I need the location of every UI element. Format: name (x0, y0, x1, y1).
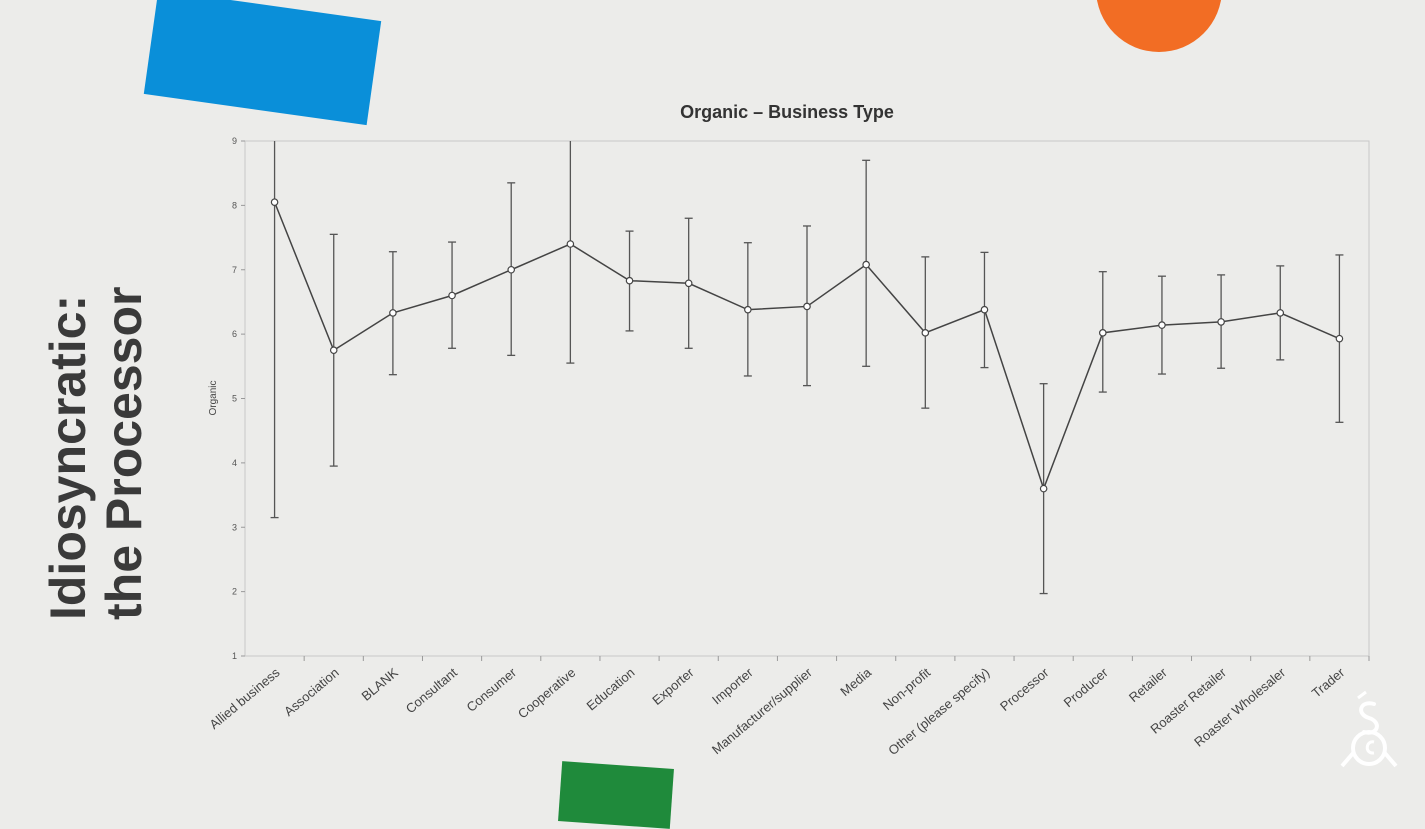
x-tick-label: Exporter (649, 664, 697, 708)
y-tick-label: 8 (232, 200, 237, 210)
y-tick-label: 5 (232, 394, 237, 404)
data-point (448, 291, 456, 300)
y-tick-label: 6 (232, 329, 237, 339)
data-point (684, 279, 693, 288)
data-point (566, 240, 575, 248)
data-point (744, 305, 752, 314)
data-point (270, 198, 279, 206)
x-tick-label: Other (please specify) (885, 665, 992, 758)
x-tick-label: Media (837, 664, 874, 699)
x-tick-label: Association (281, 665, 342, 719)
data-point (1098, 329, 1107, 337)
y-tick-label: 7 (232, 265, 237, 275)
x-tick-label: Consumer (464, 664, 520, 714)
x-tick-label: Non-profit (880, 665, 934, 713)
data-point (1039, 484, 1048, 493)
y-tick-label: 9 (232, 136, 237, 146)
y-tick-label: 1 (232, 651, 237, 661)
y-tick-label: 4 (232, 458, 237, 468)
y-axis-label: Organic (208, 380, 219, 415)
plot-area-frame (244, 140, 1370, 657)
x-tick-label: Manufacturer/supplier (709, 664, 815, 757)
data-point (389, 309, 397, 317)
data-point (1158, 321, 1166, 329)
x-tick-label: Processor (997, 664, 1052, 714)
x-tick-label: BLANK (359, 665, 402, 704)
chart-title: Organic – Business Type (680, 102, 894, 122)
data-point (980, 305, 989, 314)
data-point (862, 260, 870, 269)
chart-marks (270, 141, 1344, 595)
data-point (1335, 334, 1344, 343)
x-tick-label: Cooperative (515, 665, 578, 722)
data-point (803, 302, 811, 311)
x-tick-label: Importer (709, 664, 756, 707)
data-point (921, 329, 930, 337)
chart: Organic – Business Type Organic 1 2 3 4 5 6 7 8… (206, 102, 1370, 758)
data-point (1217, 318, 1225, 326)
y-tick-label: 3 (232, 522, 237, 532)
sca-logo-icon (1340, 690, 1398, 768)
data-point (625, 276, 634, 285)
data-point (507, 265, 516, 274)
x-tick-label: Consultant (403, 665, 461, 717)
x-tick-label: Allied business (206, 664, 282, 732)
y-tick-label: 2 (232, 587, 237, 597)
x-tick-label: Producer (1061, 664, 1112, 710)
data-point (329, 346, 338, 355)
x-tick-label: Education (584, 665, 638, 714)
data-point (1276, 309, 1285, 317)
x-tick-label: Retailer (1126, 664, 1170, 705)
